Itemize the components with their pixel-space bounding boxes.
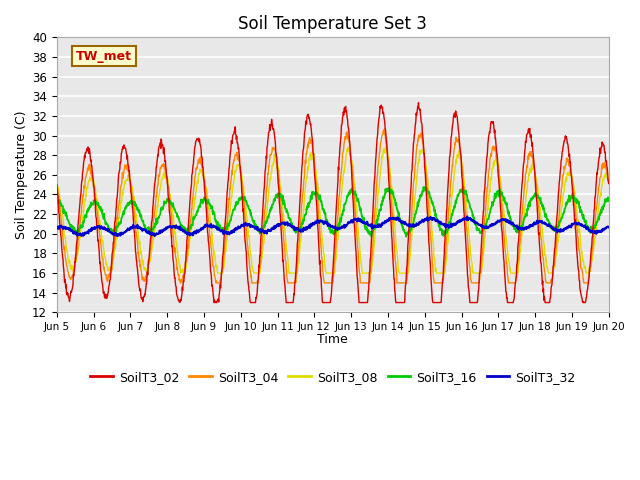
X-axis label: Time: Time: [317, 334, 348, 347]
Y-axis label: Soil Temperature (C): Soil Temperature (C): [15, 110, 28, 239]
Title: Soil Temperature Set 3: Soil Temperature Set 3: [238, 15, 428, 33]
Legend: SoilT3_02, SoilT3_04, SoilT3_08, SoilT3_16, SoilT3_32: SoilT3_02, SoilT3_04, SoilT3_08, SoilT3_…: [85, 366, 580, 389]
Text: TW_met: TW_met: [76, 50, 132, 63]
